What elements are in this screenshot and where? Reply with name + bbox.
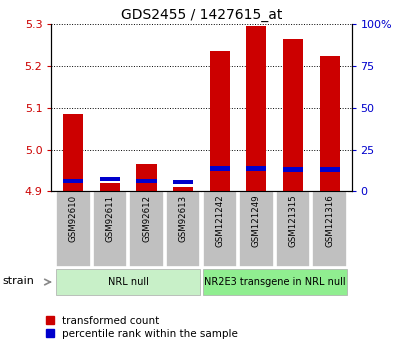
Text: GSM121242: GSM121242	[215, 195, 224, 247]
Bar	[210, 166, 230, 171]
Bar	[136, 164, 156, 191]
Bar	[63, 179, 83, 183]
Bar	[283, 167, 303, 172]
Text: GSM92611: GSM92611	[105, 195, 115, 242]
Bar	[276, 191, 310, 267]
Bar	[283, 39, 303, 191]
Bar	[56, 269, 200, 295]
Bar	[93, 191, 127, 267]
Bar	[63, 114, 83, 191]
Bar	[100, 183, 120, 191]
Text: GSM92613: GSM92613	[179, 195, 188, 242]
Bar	[203, 269, 347, 295]
Legend: transformed count, percentile rank within the sample: transformed count, percentile rank withi…	[45, 315, 239, 340]
Text: GSM121315: GSM121315	[288, 195, 297, 247]
Bar	[210, 51, 230, 191]
Bar	[129, 191, 164, 267]
Bar	[320, 167, 340, 172]
Bar	[166, 191, 200, 267]
Bar	[56, 191, 90, 267]
Bar	[312, 191, 347, 267]
Bar	[246, 166, 267, 171]
Text: GSM121249: GSM121249	[252, 195, 261, 247]
Bar	[100, 177, 120, 181]
Text: NRL null: NRL null	[108, 277, 149, 287]
Text: GSM92612: GSM92612	[142, 195, 151, 242]
Text: GSM92610: GSM92610	[69, 195, 78, 242]
Bar	[173, 187, 193, 191]
Bar	[320, 56, 340, 191]
Text: NR2E3 transgene in NRL null: NR2E3 transgene in NRL null	[204, 277, 346, 287]
Bar	[136, 179, 156, 183]
Title: GDS2455 / 1427615_at: GDS2455 / 1427615_at	[121, 8, 282, 22]
Text: GSM121316: GSM121316	[325, 195, 334, 247]
Text: strain: strain	[2, 276, 34, 286]
Bar	[239, 191, 274, 267]
Bar	[173, 179, 193, 184]
Bar	[246, 26, 267, 191]
Bar	[203, 191, 237, 267]
